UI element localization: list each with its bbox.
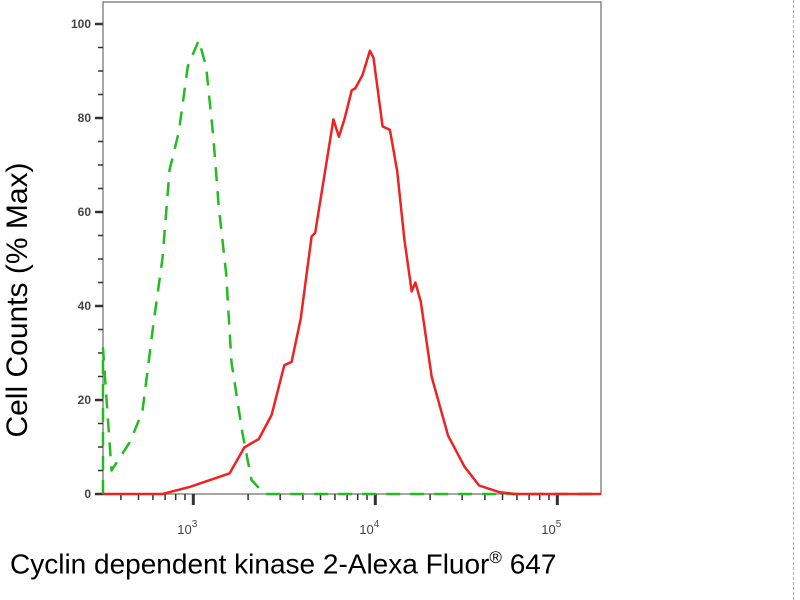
control-histogram-line bbox=[101, 39, 601, 496]
x-tick-base: 10 bbox=[359, 522, 373, 537]
x-axis-label-suffix: 647 bbox=[501, 548, 557, 580]
x-tick-exponent: 3 bbox=[192, 519, 198, 530]
registered-mark: ® bbox=[489, 548, 502, 567]
y-tick-label: 0 bbox=[84, 487, 91, 501]
x-axis-label: Cyclin dependent kinase 2-Alexa Fluor® 6… bbox=[10, 548, 556, 580]
y-tick-label: 60 bbox=[78, 205, 92, 219]
x-tick-base: 10 bbox=[177, 522, 191, 537]
plot-frame bbox=[102, 1, 602, 495]
y-tick-label: 40 bbox=[78, 299, 92, 313]
x-axis-label-text: Cyclin dependent kinase 2-Alexa Fluor bbox=[10, 548, 490, 580]
x-tick-exponent: 4 bbox=[374, 519, 380, 530]
x-tick-label: 105 bbox=[541, 519, 561, 537]
y-tick-label: 80 bbox=[78, 111, 92, 125]
y-axis-label: Cell Counts (% Max) bbox=[1, 162, 34, 438]
y-tick-label: 20 bbox=[78, 393, 92, 407]
x-tick-label: 103 bbox=[177, 519, 197, 537]
y-tick-label: 100 bbox=[71, 17, 91, 31]
sample-histogram-line bbox=[103, 49, 601, 496]
x-tick-base: 10 bbox=[541, 522, 555, 537]
separator-line bbox=[793, 0, 794, 600]
x-tick-exponent: 5 bbox=[556, 519, 562, 530]
x-tick-label: 104 bbox=[359, 519, 379, 537]
